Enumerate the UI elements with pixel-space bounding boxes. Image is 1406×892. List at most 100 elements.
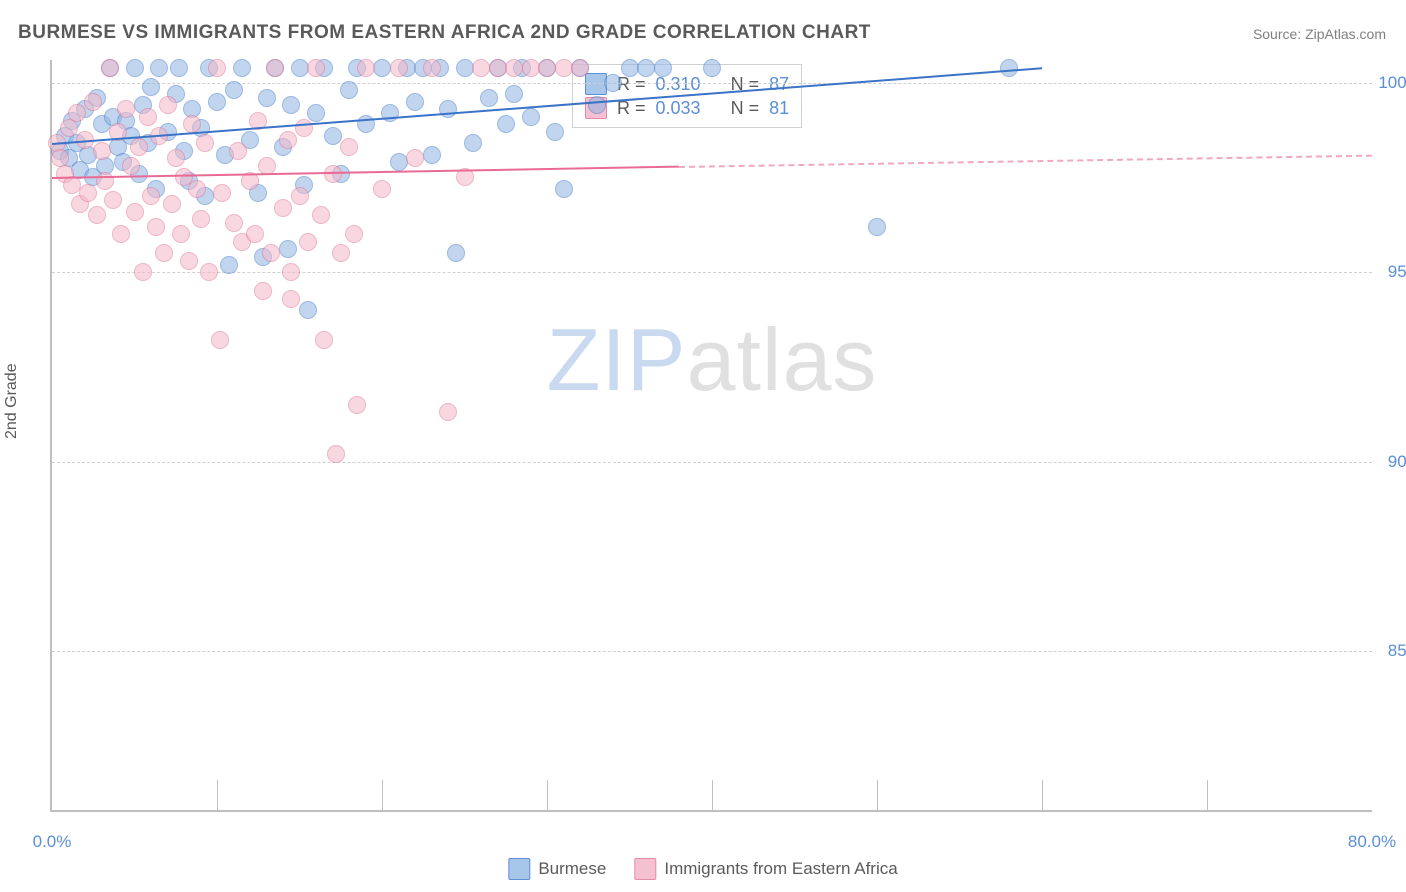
scatter-point [456, 59, 474, 77]
scatter-point [93, 142, 111, 160]
plot-region: ZIPatlas R = 0.310 N = 87 R = 0.033 N = … [50, 60, 1372, 812]
scatter-point [180, 252, 198, 270]
scatter-point [505, 59, 523, 77]
trend-line [679, 155, 1372, 170]
scatter-point [555, 59, 573, 77]
scatter-point [172, 225, 190, 243]
y-tick-label: 85.0% [1388, 641, 1406, 661]
scatter-point [266, 59, 284, 77]
gridline-horizontal [52, 272, 1372, 273]
scatter-point [150, 59, 168, 77]
scatter-point [546, 123, 564, 141]
scatter-point [571, 59, 589, 77]
scatter-point [282, 96, 300, 114]
scatter-point [200, 263, 218, 281]
scatter-point [192, 210, 210, 228]
scatter-point [654, 59, 672, 77]
scatter-point [225, 214, 243, 232]
x-minor-tick [217, 780, 218, 810]
scatter-point [312, 206, 330, 224]
scatter-point [233, 59, 251, 77]
scatter-point [134, 263, 152, 281]
scatter-point [423, 146, 441, 164]
scatter-point [196, 134, 214, 152]
scatter-point [340, 138, 358, 156]
scatter-point [183, 115, 201, 133]
scatter-point [126, 59, 144, 77]
scatter-point [406, 149, 424, 167]
scatter-point [327, 445, 345, 463]
scatter-point [229, 142, 247, 160]
scatter-point [439, 100, 457, 118]
scatter-point [480, 89, 498, 107]
x-tick-label: 0.0% [33, 832, 72, 852]
n-value-pink: 81 [769, 98, 789, 119]
legend-item-eastern-africa: Immigrants from Eastern Africa [634, 858, 897, 880]
scatter-point [340, 81, 358, 99]
chart-title: BURMESE VS IMMIGRANTS FROM EASTERN AFRIC… [18, 22, 871, 44]
x-minor-tick [877, 780, 878, 810]
watermark-suffix: atlas [687, 310, 878, 409]
chart-area: ZIPatlas R = 0.310 N = 87 R = 0.033 N = … [50, 60, 1370, 810]
scatter-point [555, 180, 573, 198]
x-minor-tick [1042, 780, 1043, 810]
scatter-point [472, 59, 490, 77]
scatter-point [213, 184, 231, 202]
scatter-point [505, 85, 523, 103]
y-axis-label: 2nd Grade [3, 363, 21, 439]
scatter-point [262, 244, 280, 262]
y-tick-label: 95.0% [1388, 262, 1406, 282]
y-tick-label: 90.0% [1388, 452, 1406, 472]
scatter-point [96, 172, 114, 190]
scatter-point [274, 199, 292, 217]
scatter-point [188, 180, 206, 198]
scatter-point [88, 206, 106, 224]
scatter-point [538, 59, 556, 77]
scatter-point [208, 93, 226, 111]
scatter-point [279, 240, 297, 258]
gridline-horizontal [52, 462, 1372, 463]
scatter-point [291, 59, 309, 77]
scatter-point [68, 104, 86, 122]
scatter-point [604, 74, 622, 92]
scatter-point [868, 218, 886, 236]
scatter-point [79, 184, 97, 202]
watermark-prefix: ZIP [547, 310, 687, 409]
n-label: N = [731, 98, 760, 119]
scatter-point [299, 301, 317, 319]
swatch-pink-icon [634, 858, 656, 880]
legend-item-burmese: Burmese [508, 858, 606, 880]
scatter-point [142, 78, 160, 96]
legend-label-eastern-africa: Immigrants from Eastern Africa [664, 859, 897, 879]
scatter-point [291, 187, 309, 205]
scatter-point [390, 59, 408, 77]
watermark: ZIPatlas [547, 309, 878, 411]
r-value-blue: 0.310 [656, 74, 701, 95]
scatter-point [522, 59, 540, 77]
scatter-point [373, 180, 391, 198]
gridline-horizontal [52, 83, 1372, 84]
scatter-point [373, 59, 391, 77]
scatter-point [1000, 59, 1018, 77]
scatter-point [315, 331, 333, 349]
scatter-point [246, 225, 264, 243]
scatter-point [112, 225, 130, 243]
scatter-point [348, 396, 366, 414]
scatter-point [130, 138, 148, 156]
scatter-point [117, 100, 135, 118]
scatter-point [299, 233, 317, 251]
scatter-point [208, 59, 226, 77]
scatter-point [588, 96, 606, 114]
gridline-horizontal [52, 651, 1372, 652]
scatter-point [489, 59, 507, 77]
x-minor-tick [712, 780, 713, 810]
scatter-point [295, 119, 313, 137]
x-minor-tick [547, 780, 548, 810]
scatter-point [423, 59, 441, 77]
scatter-point [139, 108, 157, 126]
source-label: Source: ZipAtlas.com [1253, 26, 1386, 42]
n-value-blue: 87 [769, 74, 789, 95]
scatter-point [522, 108, 540, 126]
scatter-point [390, 153, 408, 171]
scatter-point [406, 93, 424, 111]
